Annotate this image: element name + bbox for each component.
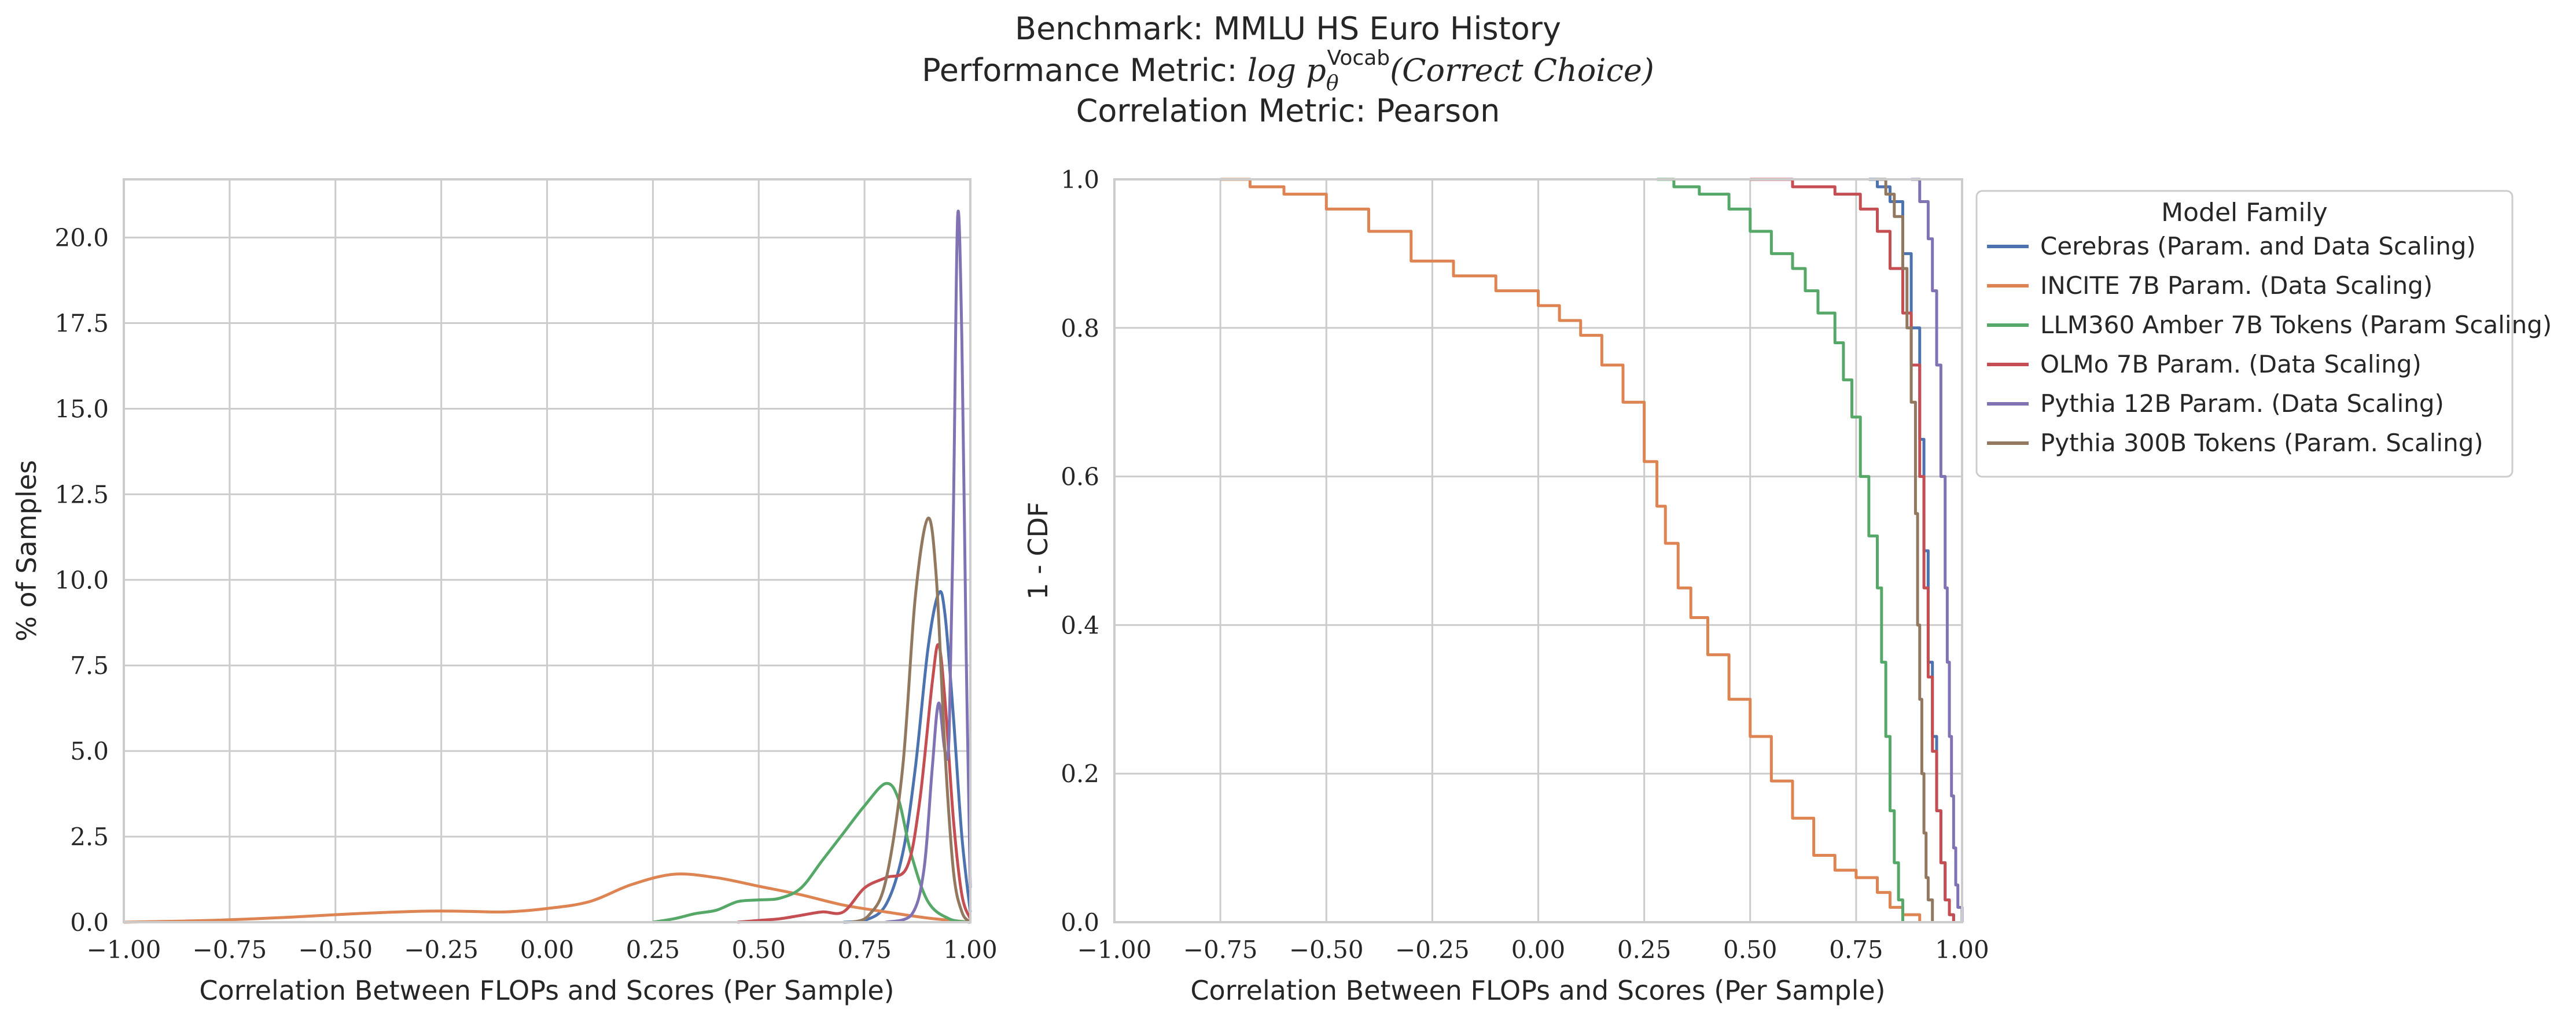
kde-x-tick-label: −1.00 <box>87 935 161 964</box>
kde-y-tick-label: 12.5 <box>54 480 109 509</box>
title-line-correlation-metric: Correlation Metric: Pearson <box>1076 93 1500 129</box>
cdf-y-tick-label: 0.4 <box>1061 611 1099 639</box>
cdf-series-incite-7b-param-data-scaling <box>1220 178 1922 922</box>
legend-item-pythia-300b-tokens-param-scaling: Pythia 300B Tokens (Param. Scaling) <box>1987 429 2483 457</box>
cdf-y-tick-label: 1.0 <box>1061 165 1099 194</box>
legend-label: Pythia 12B Param. (Data Scaling) <box>2040 389 2444 418</box>
kde-y-tick-label: 2.5 <box>70 823 109 851</box>
cdf-x-tick-label: 0.00 <box>1511 935 1566 964</box>
cdf-y-tick-label: 0.2 <box>1061 760 1099 788</box>
kde-series-group <box>123 209 972 924</box>
legend-label: OLMo 7B Param. (Data Scaling) <box>2040 350 2422 378</box>
kde-y-tick-label: 7.5 <box>70 651 109 680</box>
kde-y-tick-label: 0.0 <box>70 908 109 937</box>
kde-x-axis-label: Correlation Between FLOPs and Scores (Pe… <box>199 975 894 1006</box>
cdf-x-tick-label: 0.25 <box>1617 935 1672 964</box>
kde-series-olmo-7b-param-data-scaling <box>737 643 972 924</box>
cdf-series-llm360-amber-7b-tokens-param-scaling <box>1657 178 1904 922</box>
kde-x-tick-label: 0.75 <box>837 935 892 964</box>
title-metric-suffix: (Correct Choice) <box>1390 52 1654 89</box>
kde-x-tick-label: 1.00 <box>943 935 998 964</box>
kde-x-tick-label: −0.25 <box>404 935 479 964</box>
kde-grid <box>123 179 971 923</box>
legend-item-pythia-12b-param-data-scaling: Pythia 12B Param. (Data Scaling) <box>1987 389 2444 418</box>
cdf-x-tick-label: −0.75 <box>1183 935 1258 964</box>
kde-y-ticks: 0.0 2.5 5.0 7.5 10.0 12.5 15.0 17.5 20.0 <box>54 224 109 937</box>
cdf-x-tick-label: −1.00 <box>1077 935 1152 964</box>
legend-label: Pythia 300B Tokens (Param. Scaling) <box>2040 429 2483 457</box>
kde-x-tick-label: −0.75 <box>193 935 267 964</box>
legend-item-incite-7b-param-data-scaling: INCITE 7B Param. (Data Scaling) <box>1987 271 2433 300</box>
cdf-x-axis-label: Correlation Between FLOPs and Scores (Pe… <box>1190 975 1885 1006</box>
legend-label: LLM360 Amber 7B Tokens (Param Scaling) <box>2040 311 2552 339</box>
kde-x-tick-label: 0.25 <box>626 935 680 964</box>
kde-y-tick-label: 20.0 <box>54 224 109 252</box>
cdf-x-tick-label: −0.25 <box>1395 935 1470 964</box>
kde-series-cerebras-param-and-data-scaling <box>843 590 972 924</box>
kde-y-tick-label: 17.5 <box>54 310 109 338</box>
legend-label: INCITE 7B Param. (Data Scaling) <box>2040 271 2433 300</box>
title-metric-sup: Vocab <box>1327 46 1390 70</box>
kde-x-ticks: −1.00 −0.75 −0.50 −0.25 0.00 0.25 0.50 0.75 1.00 <box>87 935 998 964</box>
kde-y-tick-label: 15.0 <box>54 395 109 423</box>
cdf-series-group <box>1220 178 1964 922</box>
cdf-x-tick-label: 0.50 <box>1723 935 1778 964</box>
legend-item-llm360-amber-7b-tokens-param-scaling: LLM360 Amber 7B Tokens (Param Scaling) <box>1987 311 2552 339</box>
legend-label: Cerebras (Param. and Data Scaling) <box>2040 232 2476 260</box>
title-metric-prefix: Performance Metric: <box>922 52 1247 89</box>
figure-title: Benchmark: MMLU HS Euro History Performa… <box>922 10 1654 129</box>
legend-item-olmo-7b-param-data-scaling: OLMo 7B Param. (Data Scaling) <box>1987 350 2422 378</box>
cdf-panel: −1.00 −0.75 −0.50 −0.25 0.00 0.25 0.50 0.75 1.00… <box>1022 165 1989 1006</box>
cdf-series-pythia-12b-param-data-scaling <box>1911 178 1964 922</box>
kde-series-pythia-12b-param-data-scaling <box>885 209 972 924</box>
kde-y-tick-label: 10.0 <box>54 566 109 594</box>
cdf-x-tick-label: −0.50 <box>1289 935 1364 964</box>
legend-items: Cerebras (Param. and Data Scaling) INCITE… <box>1987 232 2552 457</box>
kde-x-tick-label: −0.50 <box>298 935 373 964</box>
legend-title: Model Family <box>2161 198 2328 227</box>
legend: Model Family Cerebras (Param. and Data S… <box>1975 190 2552 478</box>
kde-x-tick-label: 0.50 <box>731 935 786 964</box>
kde-series-incite-7b-param-data-scaling <box>123 872 971 924</box>
cdf-y-tick-label: 0.8 <box>1061 314 1099 342</box>
cdf-y-tick-label: 0.0 <box>1061 908 1099 937</box>
legend-item-cerebras-param-and-data-scaling: Cerebras (Param. and Data Scaling) <box>1987 232 2476 260</box>
cdf-x-ticks: −1.00 −0.75 −0.50 −0.25 0.00 0.25 0.50 0.75 1.00 <box>1077 935 1989 964</box>
kde-y-axis-label: % of Samples <box>11 460 42 642</box>
kde-series-pythia-300b-tokens-param-scaling <box>851 517 971 924</box>
title-line-benchmark: Benchmark: MMLU HS Euro History <box>1015 10 1561 47</box>
title-line-performance-metric: Performance Metric: log pθVocab(Correct … <box>922 46 1654 95</box>
cdf-x-tick-label: 0.75 <box>1829 935 1883 964</box>
cdf-y-ticks: 0.0 0.2 0.4 0.6 0.8 1.0 <box>1061 165 1099 937</box>
kde-series-llm360-amber-7b-tokens-param-scaling <box>652 782 971 924</box>
title-metric-math: log p <box>1247 52 1326 89</box>
title-metric-sub: θ <box>1326 72 1339 95</box>
cdf-series-olmo-7b-param-data-scaling <box>1750 178 1955 922</box>
kde-y-tick-label: 5.0 <box>70 737 109 765</box>
kde-x-tick-label: 0.00 <box>520 935 575 964</box>
cdf-series-pythia-300b-tokens-param-scaling <box>1877 178 1934 922</box>
cdf-y-axis-label: 1 - CDF <box>1022 502 1054 599</box>
kde-panel: −1.00 −0.75 −0.50 −0.25 0.00 0.25 0.50 0.75 1.00… <box>11 178 998 1006</box>
legend-box <box>1975 190 2514 478</box>
cdf-x-tick-label: 1.00 <box>1935 935 1989 964</box>
cdf-plot-frame <box>1113 178 1963 923</box>
kde-plot-frame <box>123 178 971 923</box>
cdf-y-tick-label: 0.6 <box>1061 463 1099 491</box>
